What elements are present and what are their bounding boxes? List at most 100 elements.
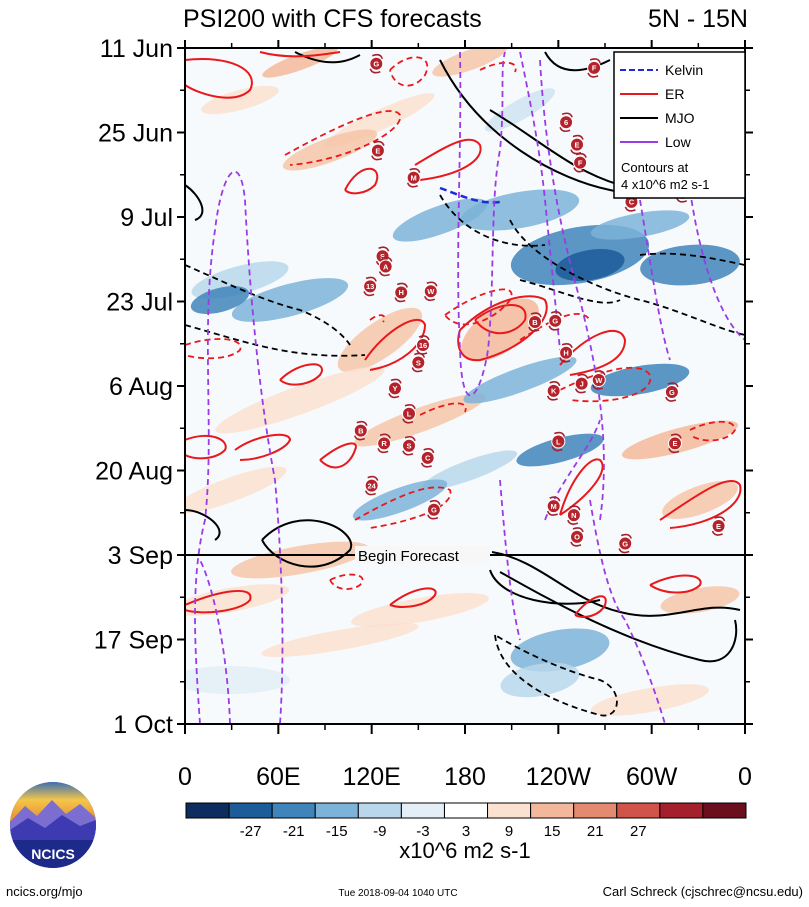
storm-marker-label: A (383, 262, 389, 271)
storm-marker: G (548, 311, 563, 331)
storm-marker: E (570, 134, 584, 155)
storm-marker-label: 24 (367, 481, 376, 490)
colorbar-swatch (573, 802, 618, 819)
footer-author: Carl Schreck (cjschrec@ncsu.edu) (603, 884, 803, 899)
legend-label: Low (665, 134, 692, 150)
psi200-anomaly-field (185, 48, 740, 716)
storm-marker-label: M (411, 174, 417, 183)
colorbar-swatch (659, 802, 704, 819)
logo-text: NCICS (31, 846, 75, 862)
footer-timestamp: Tue 2018-09-04 1040 UTC (338, 888, 457, 899)
footer-site: ncics.org/mjo (6, 884, 83, 899)
storm-marker: F (587, 58, 602, 78)
chart-title: PSI200 with CFS forecasts (183, 5, 482, 33)
x-tick-label: 120E (342, 763, 400, 791)
storm-marker-label: W (427, 287, 435, 296)
storm-marker-label: Y (392, 384, 397, 393)
colorbar-swatch (271, 802, 316, 819)
storm-marker-label: G (669, 388, 675, 397)
ncics-logo: NCICS (10, 782, 96, 868)
y-tick-label: 17 Sep (94, 627, 173, 655)
y-axis: 11 Jun 25 Jun 9 Jul 23 Jul 6 Aug 20 Aug 3 Sep 1… (94, 35, 753, 739)
y-tick-label: 9 Jul (120, 204, 173, 232)
storm-marker: E (370, 140, 385, 161)
y-tick-label: 11 Jun (100, 35, 173, 63)
storm-marker-label: S (380, 252, 385, 261)
storm-marker: M (546, 496, 561, 516)
storm-marker: M (406, 167, 421, 188)
storm-marker: W (423, 281, 438, 302)
y-tick-label: 25 Jun (98, 120, 173, 148)
storm-marker: Y (388, 378, 402, 399)
colorbar-tick-label: -21 (283, 823, 305, 840)
colorbar-swatch (702, 802, 747, 819)
y-tick-label: 1 Oct (113, 711, 173, 739)
storm-marker-label: M (551, 502, 557, 511)
colorbar-swatch (530, 802, 575, 819)
storm-marker-label: B (532, 318, 538, 327)
legend-note-line1: Contours at (621, 160, 689, 175)
legend-label: MJO (665, 110, 695, 126)
storm-marker: S (402, 435, 416, 456)
storm-marker-label: E (375, 146, 380, 155)
storm-marker-label: G (373, 59, 379, 68)
low-contours (194, 51, 745, 724)
storm-marker: A (378, 256, 393, 277)
storm-marker-label: F (592, 64, 597, 73)
colorbar-unit: x10^6 m2 s-1 (399, 838, 530, 863)
storm-marker: L (402, 403, 416, 424)
y-tick-label: 6 Aug (109, 373, 173, 401)
storm-marker-label: N (571, 511, 576, 520)
storm-marker-label: G (552, 317, 558, 326)
colorbar-swatch (616, 802, 661, 819)
legend-label: Kelvin (665, 62, 703, 78)
y-tick-label: 20 Aug (95, 458, 173, 486)
storm-marker: N (566, 505, 581, 525)
legend-box (613, 51, 746, 199)
storm-marker: K (546, 381, 561, 401)
storm-marker: 24 (364, 475, 379, 496)
storm-marker-label: H (563, 349, 568, 358)
storm-marker: L (551, 431, 566, 452)
storm-marker-label: W (595, 376, 603, 385)
storm-marker-label: K (551, 387, 557, 396)
legend-note-line2: 4 x10^6 m2 s-1 (621, 177, 709, 192)
colorbar-tick-label: 15 (544, 823, 561, 840)
forecast-label-bg (355, 546, 490, 564)
y-tick-label: 23 Jul (106, 289, 173, 317)
storm-marker: F (573, 152, 588, 173)
storm-marker-label: O (574, 533, 580, 542)
storm-marker: C (420, 448, 435, 468)
storm-marker: B (353, 420, 368, 441)
forecast-label: Begin Forecast (358, 548, 460, 565)
storm-marker: H (394, 282, 409, 303)
storm-marker-label: L (407, 410, 412, 419)
region-label: 5N - 15N (648, 5, 748, 33)
storm-marker-label: R (381, 439, 387, 448)
colorbar-tick-label: -27 (240, 823, 262, 840)
storm-marker-label: G (431, 506, 437, 515)
legend-label: ER (665, 86, 684, 102)
storm-marker: G (618, 533, 633, 554)
legend-items: Kelvin ER MJO Low (620, 62, 703, 150)
colorbar-swatch (443, 802, 489, 819)
storm-marker-label: 13 (366, 282, 374, 291)
colorbar-tick-label: 21 (587, 823, 604, 840)
colorbar-swatch (357, 802, 402, 819)
storm-marker-label: S (416, 358, 421, 367)
er-dashed-contours (185, 56, 736, 591)
legend: Kelvin ER MJO Low Contours at 4 x10^6 m2 s-… (613, 51, 746, 199)
storm-marker-label: C (425, 454, 431, 463)
storm-marker: G (426, 499, 441, 520)
storm-marker-label: E (574, 140, 579, 149)
colorbar-swatch (185, 802, 230, 819)
storm-marker: S (375, 246, 390, 267)
colorbar-tick-label: 9 (505, 823, 513, 840)
storm-marker: E (668, 433, 682, 454)
storm-marker-label: H (399, 288, 404, 297)
colorbar-tick-label: 3 (462, 823, 470, 840)
storm-marker: 13 (363, 276, 378, 297)
storm-marker-label: J (580, 379, 584, 388)
er-contours (185, 51, 742, 618)
